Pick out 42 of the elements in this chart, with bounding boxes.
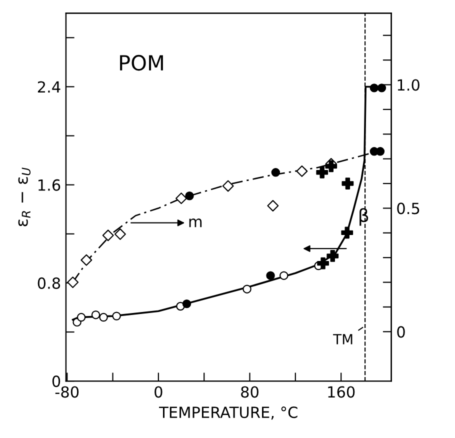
x-axis-title: TEMPERATURE, °C [159,406,298,420]
ref-line-label: TM [333,334,352,344]
point [112,312,121,320]
y-tick-label: 2.4 [38,81,60,93]
point [114,228,126,240]
y2-tick-label: 0 [397,326,405,338]
point [316,166,328,178]
point [99,312,108,322]
y-axis-title: ε$_{R}$ − ε$_{U}$ [18,168,31,226]
point [266,271,275,280]
point [271,168,280,177]
y-tick-label: 0 [52,376,60,388]
point [222,180,234,192]
point [377,84,386,92]
point [342,178,354,190]
annotation: m [189,218,202,228]
y2-tick-label: 1.0 [398,79,420,91]
point [280,271,288,280]
point [91,310,100,320]
point [242,284,252,294]
y-tick-label: 1.6 [38,179,60,191]
point [341,226,354,239]
point [317,257,329,270]
y-tick-label: 0.8 [38,277,60,289]
point [176,192,188,204]
x-tick-label: -80 [55,386,79,398]
point [67,276,79,288]
point [76,312,86,322]
x-tick-label: 80 [241,386,258,398]
x-tick-label: 0 [154,386,162,398]
point [267,200,279,212]
x-tick-label: 160 [328,386,355,398]
point [326,250,339,262]
point [296,165,308,177]
annotation: POM [120,54,163,71]
point [325,160,338,172]
y2-tick-label: 0.5 [397,202,420,214]
point [182,299,192,308]
point [370,84,379,92]
point [80,254,92,266]
point [185,192,194,200]
point [102,230,114,242]
